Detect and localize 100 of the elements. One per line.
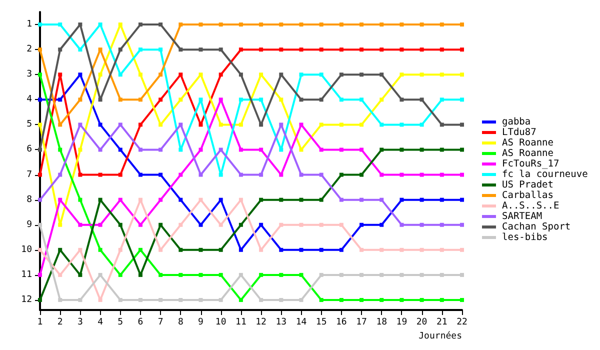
point bbox=[279, 48, 284, 52]
point bbox=[319, 272, 324, 277]
point bbox=[460, 198, 464, 202]
y-tick-label: 4 bbox=[26, 94, 32, 105]
point bbox=[38, 72, 42, 77]
point bbox=[299, 248, 304, 252]
point bbox=[138, 248, 142, 252]
point bbox=[420, 148, 424, 152]
point bbox=[218, 248, 223, 252]
point bbox=[98, 172, 102, 177]
x-tick-label: 19 bbox=[396, 318, 408, 328]
point bbox=[118, 48, 122, 52]
point bbox=[400, 98, 404, 102]
point bbox=[440, 222, 444, 227]
point bbox=[178, 272, 183, 277]
x-tick-label: 5 bbox=[118, 318, 124, 328]
point bbox=[38, 248, 42, 252]
point bbox=[218, 148, 223, 152]
point bbox=[98, 22, 102, 27]
point bbox=[339, 272, 344, 277]
point bbox=[400, 172, 404, 177]
point bbox=[299, 122, 304, 127]
point bbox=[360, 98, 364, 102]
point bbox=[118, 72, 122, 77]
point bbox=[98, 222, 102, 227]
point bbox=[98, 248, 102, 252]
point bbox=[460, 122, 464, 127]
point bbox=[158, 172, 163, 177]
point bbox=[380, 272, 384, 277]
point bbox=[98, 48, 102, 52]
point bbox=[380, 248, 384, 252]
point bbox=[58, 248, 62, 252]
legend-label: US Pradet bbox=[502, 180, 554, 190]
point bbox=[198, 122, 203, 127]
point bbox=[319, 48, 324, 52]
x-tick-label: 1 bbox=[37, 318, 43, 328]
point bbox=[380, 72, 384, 77]
point bbox=[279, 72, 284, 77]
legend-label: fc la courneuve bbox=[502, 169, 588, 180]
point bbox=[259, 248, 264, 252]
point bbox=[78, 98, 82, 102]
point bbox=[138, 198, 142, 202]
point bbox=[198, 272, 203, 277]
point bbox=[78, 48, 82, 52]
point bbox=[440, 22, 444, 27]
point bbox=[118, 22, 122, 27]
point bbox=[460, 272, 464, 277]
point bbox=[138, 298, 142, 302]
y-tick-label: 9 bbox=[26, 220, 32, 230]
y-tick-label: 8 bbox=[26, 194, 32, 205]
point bbox=[400, 222, 404, 227]
point bbox=[118, 122, 122, 127]
point bbox=[460, 148, 464, 152]
x-tick-label: 14 bbox=[296, 318, 307, 328]
legend-label: les-bibs bbox=[502, 232, 548, 243]
x-tick-label: 17 bbox=[356, 318, 367, 328]
point bbox=[238, 172, 243, 177]
point bbox=[118, 222, 122, 227]
point bbox=[198, 222, 203, 227]
point bbox=[460, 72, 464, 77]
point bbox=[78, 122, 82, 127]
point bbox=[400, 22, 404, 27]
legend-label: A..S..S..E bbox=[502, 200, 560, 212]
point bbox=[279, 22, 284, 27]
point bbox=[339, 48, 344, 52]
point bbox=[279, 198, 284, 202]
point bbox=[78, 272, 82, 277]
point bbox=[238, 148, 243, 152]
point bbox=[380, 222, 384, 227]
point bbox=[218, 48, 223, 52]
point bbox=[319, 22, 324, 27]
point bbox=[319, 148, 324, 152]
point bbox=[58, 198, 62, 202]
point bbox=[138, 48, 142, 52]
point bbox=[198, 198, 203, 202]
point bbox=[319, 248, 324, 252]
point bbox=[218, 98, 223, 102]
point bbox=[198, 72, 203, 77]
point bbox=[78, 22, 82, 27]
point bbox=[118, 298, 122, 302]
point bbox=[279, 172, 284, 177]
point bbox=[420, 22, 424, 27]
point bbox=[238, 198, 243, 202]
point bbox=[279, 272, 284, 277]
point bbox=[400, 48, 404, 52]
point bbox=[178, 222, 183, 227]
point bbox=[299, 298, 304, 302]
point bbox=[440, 272, 444, 277]
point bbox=[158, 148, 163, 152]
point bbox=[198, 48, 203, 52]
x-tick-label: 10 bbox=[215, 318, 226, 328]
point bbox=[178, 298, 183, 302]
point bbox=[319, 98, 324, 102]
point bbox=[198, 298, 203, 302]
point bbox=[440, 172, 444, 177]
point bbox=[158, 72, 163, 77]
point bbox=[420, 98, 424, 102]
point bbox=[178, 198, 183, 202]
point bbox=[420, 298, 424, 302]
point bbox=[178, 172, 183, 177]
